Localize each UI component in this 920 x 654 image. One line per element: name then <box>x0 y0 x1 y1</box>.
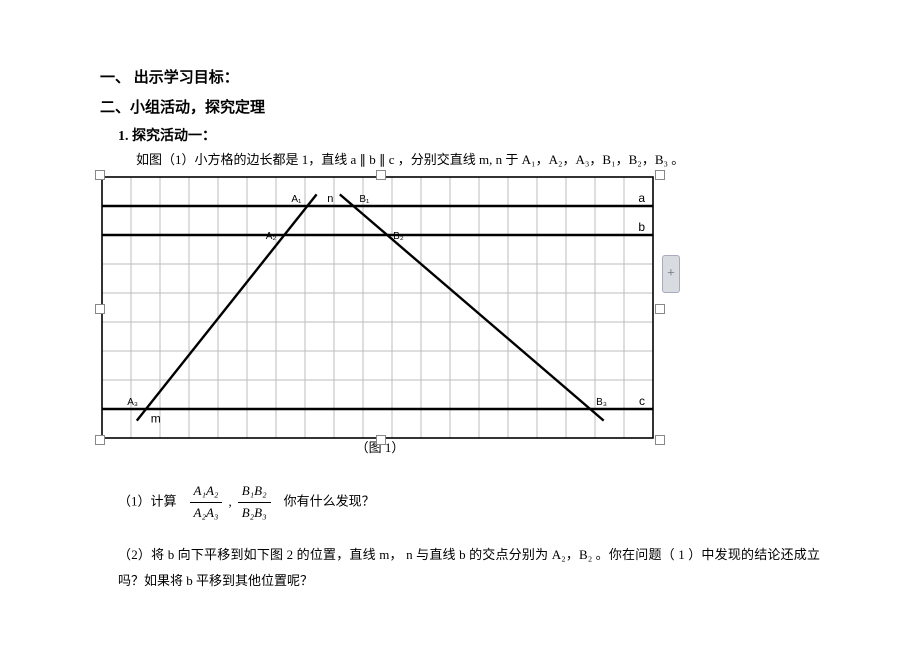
svg-text:B₁: B₁ <box>359 194 370 205</box>
svg-text:A₁: A₁ <box>291 194 302 205</box>
intro-text: 如图（1）小方格的边长都是 1，直线 a ∥ b ∥ c ，分别交直线 m, n… <box>136 150 820 171</box>
svg-text:B₃: B₃ <box>596 397 607 408</box>
side-handle[interactable]: + <box>662 255 680 293</box>
svg-text:b: b <box>638 220 645 234</box>
svg-text:m: m <box>151 412 161 426</box>
heading-2: 二、小组活动，探究定理 <box>100 96 820 120</box>
svg-text:B₂: B₂ <box>393 231 404 242</box>
fraction-1: A₁A₂ A₂A₃ <box>190 481 223 524</box>
svg-text:A₃: A₃ <box>127 397 138 408</box>
fraction-2: B₁B₂ B₂B₃ <box>238 481 271 524</box>
svg-text:c: c <box>639 394 645 408</box>
q1-prefix: （1）计算 <box>118 493 177 508</box>
figure-1: A₁A₂A₃B₁B₂B₃nabcm + <box>100 175 660 440</box>
question-1: （1）计算 A₁A₂ A₂A₃ , B₁B₂ B₂B₃ 你有什么发现？ <box>118 481 820 524</box>
q1-suffix: 你有什么发现？ <box>284 493 375 508</box>
svg-text:a: a <box>638 191 645 205</box>
grid-diagram: A₁ A₂ A₃ B₁ B₂ B₃ n a b c m <box>100 175 655 440</box>
subheading: 1. 探究活动一： <box>118 126 820 148</box>
svg-text:A₂: A₂ <box>266 231 277 242</box>
svg-text:n: n <box>327 193 333 205</box>
heading-1: 一、 出示学习目标： <box>100 66 820 90</box>
question-2: （2）将 b 向下平移到如下图 2 的位置，直线 m， n 与直线 b 的交点分… <box>118 542 820 594</box>
